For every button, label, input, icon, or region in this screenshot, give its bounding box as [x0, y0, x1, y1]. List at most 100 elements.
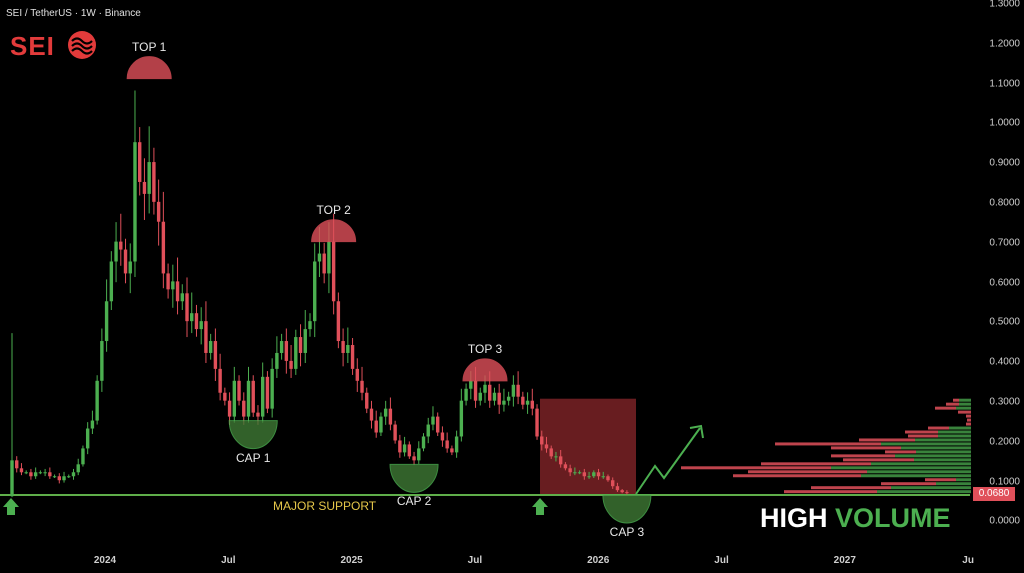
- x-tick-label: Ju: [962, 555, 974, 566]
- candle-body: [180, 293, 184, 302]
- candle-body: [568, 468, 572, 473]
- y-tick-label: 0.6000: [989, 277, 1020, 289]
- candle-body: [270, 368, 274, 409]
- volume-profile-sell-bar: [859, 438, 915, 442]
- volume-profile-buy-bar: [938, 430, 971, 434]
- y-tick-label: 1.3000: [989, 0, 1020, 10]
- volume-profile-sell-bar: [761, 462, 871, 466]
- candle-body: [62, 476, 66, 481]
- candle-body: [71, 472, 76, 477]
- candle-body: [67, 476, 71, 478]
- candle-body: [279, 341, 284, 353]
- candle-body: [431, 416, 435, 425]
- volume-profile-sell-bar: [966, 414, 971, 418]
- candle-body: [199, 321, 203, 330]
- x-tick-label: Jul: [714, 555, 729, 566]
- top-label: TOP 2: [316, 202, 351, 217]
- candle-body: [577, 472, 582, 474]
- candle-body: [549, 448, 553, 457]
- y-tick-label: 0.2000: [989, 436, 1020, 448]
- y-tick-label: 0.4000: [989, 356, 1020, 368]
- symbol-title: SEI / TetherUS · 1W · Binance: [6, 8, 141, 19]
- candle-body: [190, 313, 194, 322]
- candle-body: [615, 486, 620, 491]
- candle-body: [232, 380, 237, 417]
- volume-profile-sell-bar: [831, 446, 901, 450]
- candle-body: [298, 337, 303, 353]
- x-tick-label: 2027: [833, 555, 856, 566]
- candle-body: [535, 408, 539, 437]
- candle-body: [81, 448, 85, 465]
- y-tick-label: 0.5000: [989, 316, 1020, 328]
- candle-body: [497, 392, 501, 405]
- volume-profile-sell-bar: [925, 478, 956, 482]
- y-tick-label: 0.9000: [989, 157, 1020, 169]
- major-support-label: MAJOR SUPPORT: [273, 499, 377, 513]
- volume-profile-sell-bar: [935, 406, 956, 410]
- top-label: TOP 1: [132, 39, 167, 54]
- candle-body: [369, 408, 374, 421]
- volume-profile-sell-bar: [748, 470, 867, 474]
- candle-body: [506, 396, 511, 401]
- candle-body: [156, 201, 161, 222]
- volume-profile-sell-bar: [831, 454, 895, 458]
- volume-profile-sell-bar: [967, 418, 971, 422]
- volume-profile-buy-bar: [881, 442, 971, 446]
- candle-body: [242, 400, 246, 417]
- candle-body: [374, 420, 378, 433]
- candle-body: [445, 440, 449, 449]
- candle-body: [289, 360, 293, 369]
- candle-body: [346, 345, 350, 353]
- candle-body: [388, 408, 393, 425]
- projection-path: [635, 427, 701, 495]
- candle-body: [227, 400, 232, 417]
- candle-body: [350, 345, 355, 369]
- top-dome-marker: [126, 56, 172, 80]
- volume-profile-sell-bar: [881, 482, 936, 486]
- candle-body: [260, 376, 265, 417]
- candle-body: [563, 464, 568, 469]
- up-arrow-icon: [3, 498, 19, 515]
- last-price-tag: 0.0680: [973, 487, 1015, 501]
- y-tick-label: 1.2000: [989, 38, 1020, 50]
- candle-body: [275, 352, 279, 369]
- candle-body: [601, 476, 605, 478]
- candle-body: [398, 440, 402, 453]
- volume-profile-buy-bar: [956, 478, 971, 482]
- candle-body: [511, 384, 516, 397]
- candle-body: [48, 472, 52, 477]
- volume-profile-buy-bar: [938, 434, 971, 438]
- candle-body: [530, 400, 534, 409]
- volume-profile-buy-bar: [871, 462, 971, 466]
- x-tick-label: Jul: [467, 555, 483, 566]
- candle-body: [521, 396, 525, 405]
- candle-body: [284, 341, 289, 361]
- candle-body: [554, 456, 558, 458]
- volume-profile-sell-bar: [908, 434, 938, 438]
- volume-profile-buy-bar: [914, 458, 971, 462]
- candle-body: [544, 444, 549, 449]
- y-tick-label: 0.0000: [989, 515, 1020, 527]
- candle-body: [407, 444, 412, 457]
- volume-profile-sell-bar: [905, 430, 938, 434]
- candle-body: [246, 380, 251, 417]
- candle-body: [426, 424, 430, 437]
- cap-bowl-marker: [389, 463, 439, 493]
- candle-body: [29, 472, 33, 477]
- candle-body: [294, 337, 298, 369]
- candle-body: [620, 490, 624, 493]
- volume-profile-sell-bar: [946, 402, 959, 406]
- volume-profile-sell-bar: [733, 474, 861, 478]
- volume-profile-sell-bar: [953, 398, 959, 402]
- candle-body: [76, 464, 80, 473]
- candle-body: [402, 444, 407, 453]
- candle-body: [379, 416, 383, 433]
- volume-profile-sell-bar: [958, 410, 971, 414]
- candle-body: [213, 341, 218, 369]
- top-dome-marker: [311, 219, 357, 243]
- candle-body: [322, 253, 326, 274]
- candle-body: [464, 388, 468, 401]
- candle-body: [454, 436, 459, 453]
- candle-body: [469, 380, 473, 389]
